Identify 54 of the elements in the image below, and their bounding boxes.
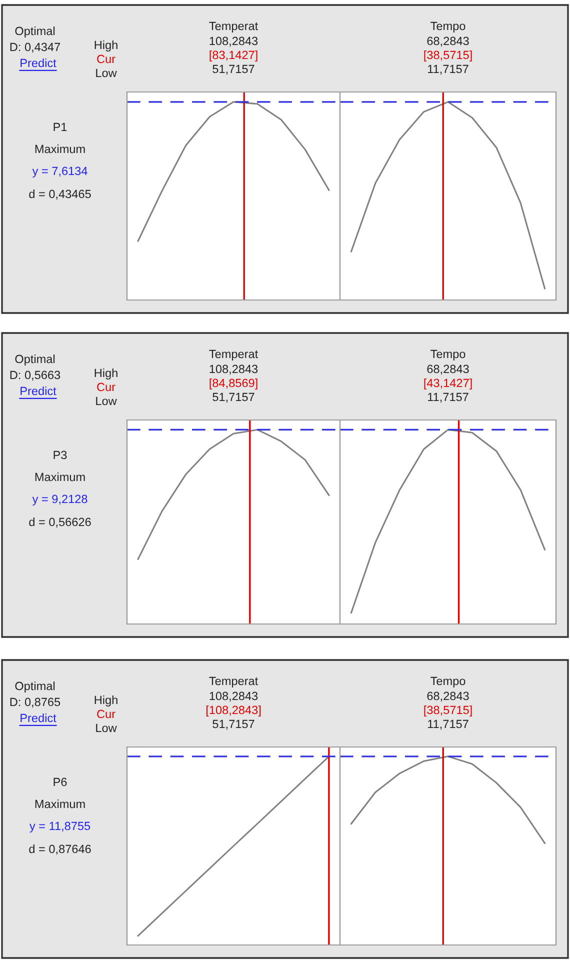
text: Low: [96, 68, 117, 78]
text: d = 0,87646: [29, 844, 91, 855]
text: [84,8569]: [210, 378, 258, 390]
text: 108,2843: [210, 364, 258, 375]
text: P6: [54, 778, 67, 786]
text: y = 7,6134: [32, 166, 88, 178]
text: d = 0,43465: [29, 189, 91, 200]
text: Low: [96, 724, 117, 732]
text: [38,5715]: [424, 705, 472, 716]
text: 11,7157: [428, 720, 468, 730]
text: P1: [54, 122, 67, 132]
text: [83,1427]: [210, 50, 258, 62]
text: High: [94, 40, 118, 52]
text: High: [94, 695, 118, 707]
text: [43,1427]: [424, 378, 472, 390]
text: 51,7157: [212, 64, 254, 75]
chart-title: Tempo: [430, 22, 466, 32]
text: Cur: [97, 54, 116, 64]
text: Cur: [97, 710, 116, 718]
text: Predict: [20, 713, 56, 722]
text: Maximum: [35, 472, 85, 482]
text: y = 11,8755: [29, 822, 90, 833]
text: Optimal: [15, 26, 55, 38]
text: 11,7157: [428, 64, 468, 75]
text: d = 0,56626: [29, 517, 91, 528]
text: D: 0,5663: [10, 370, 60, 381]
chart-title: Temperat: [209, 676, 258, 688]
text: Predict: [20, 386, 56, 396]
text: [108,2843]: [206, 705, 261, 716]
text: Optimal: [15, 681, 55, 693]
text: 51,7157: [212, 392, 254, 403]
text: 51,7157: [212, 720, 254, 730]
text: Predict: [20, 58, 56, 68]
chart-title: Tempo: [430, 350, 466, 361]
text: D: 0,8765: [10, 698, 60, 708]
text: y = 9,2128: [32, 494, 88, 506]
text: 68,2843: [427, 364, 469, 375]
text: Maximum: [35, 799, 85, 808]
text: Cur: [97, 382, 116, 392]
text: [38,5715]: [424, 50, 472, 62]
text: Optimal: [15, 354, 55, 366]
text: D: 0,4347: [10, 42, 60, 53]
text: 108,2843: [210, 36, 258, 47]
text: 11,7157: [428, 392, 468, 403]
text: 68,2843: [427, 692, 469, 702]
text: High: [94, 368, 118, 380]
chart-title: Temperat: [209, 350, 258, 361]
text: Maximum: [35, 144, 85, 154]
chart-title: Tempo: [430, 676, 466, 688]
chart-title: Temperat: [209, 22, 258, 32]
text: 108,2843: [210, 692, 258, 702]
text: P3: [54, 450, 67, 460]
text: Low: [96, 396, 117, 406]
text: 68,2843: [427, 36, 469, 47]
